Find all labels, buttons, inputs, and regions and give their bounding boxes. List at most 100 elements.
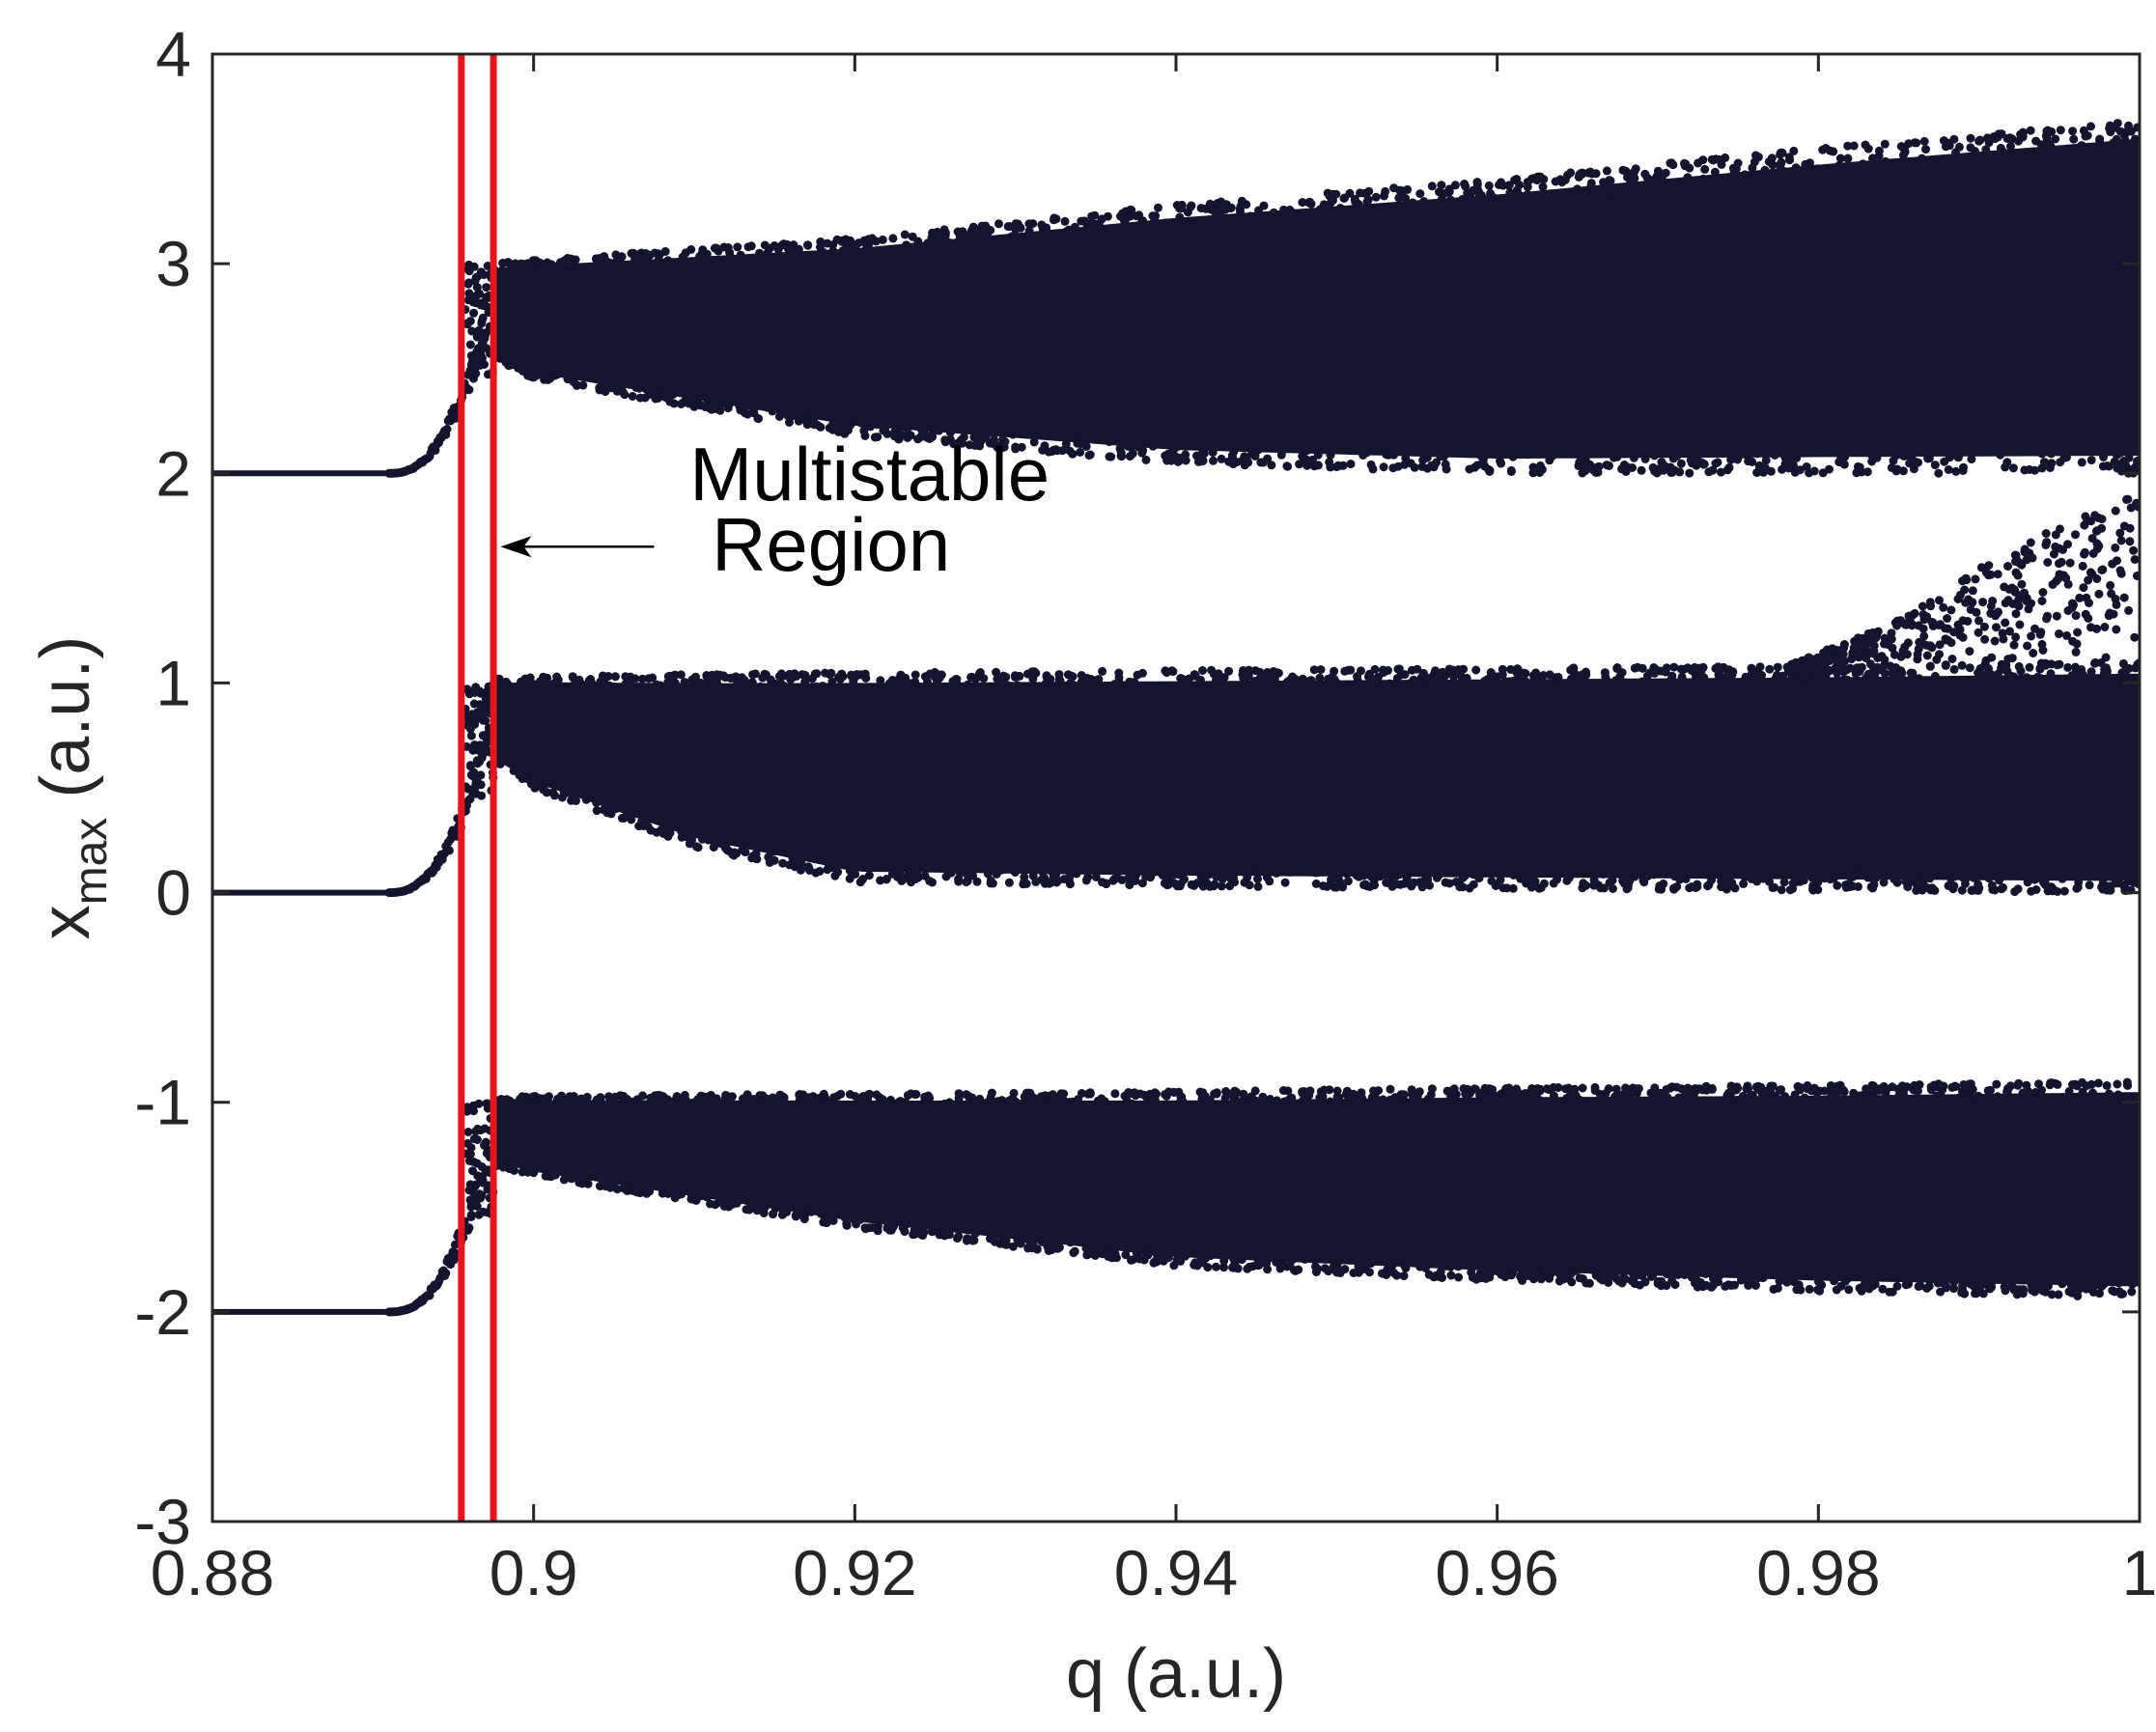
data-point bbox=[1619, 1273, 1629, 1282]
data-point bbox=[1880, 139, 1890, 149]
data-point bbox=[1239, 666, 1247, 675]
data-point bbox=[1657, 458, 1666, 467]
data-point bbox=[1386, 1084, 1395, 1094]
data-point bbox=[2130, 555, 2140, 564]
data-point bbox=[1198, 666, 1207, 675]
data-point bbox=[1285, 205, 1295, 214]
data-point bbox=[1761, 456, 1771, 465]
data-point bbox=[1439, 452, 1448, 461]
data-point bbox=[713, 833, 722, 843]
data-point bbox=[1697, 1085, 1707, 1095]
data-point bbox=[1633, 662, 1642, 672]
data-point bbox=[1134, 210, 1144, 220]
data-point bbox=[1212, 676, 1220, 685]
data-point bbox=[2007, 134, 2017, 144]
data-point bbox=[1214, 669, 1223, 679]
data-point bbox=[1105, 437, 1114, 447]
data-point bbox=[657, 825, 666, 835]
data-point bbox=[1072, 869, 1081, 879]
data-point bbox=[1309, 665, 1319, 675]
data-point bbox=[1957, 885, 1967, 895]
data-point bbox=[903, 431, 912, 439]
data-point bbox=[1202, 879, 1212, 888]
data-point bbox=[1693, 869, 1702, 879]
data-point bbox=[1453, 1262, 1463, 1271]
data-point bbox=[1137, 217, 1146, 227]
data-point bbox=[682, 829, 691, 839]
data-point bbox=[1668, 454, 1678, 463]
data-point bbox=[1739, 880, 1749, 888]
data-point bbox=[757, 401, 767, 410]
data-point bbox=[536, 677, 546, 686]
data-point bbox=[1040, 230, 1050, 239]
data-point bbox=[1654, 884, 1664, 894]
data-point bbox=[1105, 452, 1114, 461]
data-point bbox=[1326, 450, 1335, 460]
data-point bbox=[479, 297, 489, 307]
data-point bbox=[634, 383, 644, 393]
data-point bbox=[821, 668, 830, 678]
data-point bbox=[1539, 445, 1549, 455]
data-point bbox=[537, 1095, 546, 1104]
data-point bbox=[1338, 882, 1348, 892]
data-point bbox=[1598, 1275, 1608, 1285]
data-point bbox=[1868, 154, 1877, 163]
data-point bbox=[1028, 219, 1038, 229]
data-point bbox=[1610, 453, 1618, 462]
data-point bbox=[1267, 461, 1276, 470]
chaotic-band-middle bbox=[493, 673, 2140, 881]
data-point bbox=[1996, 143, 2005, 153]
data-point bbox=[442, 425, 452, 433]
data-point bbox=[1971, 1273, 1980, 1283]
data-point bbox=[1990, 443, 2000, 453]
data-point bbox=[1898, 466, 1908, 476]
data-point bbox=[2092, 526, 2102, 536]
data-point bbox=[2047, 459, 2057, 468]
data-point bbox=[851, 242, 860, 252]
data-point bbox=[2053, 1079, 2062, 1089]
data-point bbox=[1867, 1080, 1877, 1090]
data-point bbox=[1784, 173, 1794, 182]
data-point bbox=[1435, 203, 1444, 212]
data-point bbox=[1726, 455, 1736, 464]
data-point bbox=[1655, 442, 1665, 452]
data-point bbox=[1472, 461, 1482, 470]
data-point bbox=[2058, 868, 2068, 878]
data-point bbox=[2129, 878, 2139, 887]
data-point bbox=[2062, 630, 2072, 640]
data-point bbox=[444, 846, 454, 855]
data-point bbox=[2009, 640, 2019, 650]
data-point bbox=[928, 878, 937, 887]
data-point bbox=[584, 676, 594, 685]
data-point bbox=[1302, 442, 1312, 452]
data-point bbox=[2082, 1081, 2091, 1091]
data-point bbox=[680, 678, 689, 687]
data-point bbox=[2024, 1086, 2032, 1096]
data-point bbox=[672, 1092, 682, 1102]
data-point bbox=[1825, 665, 1834, 675]
data-point bbox=[2126, 126, 2136, 136]
data-point bbox=[1991, 611, 2001, 621]
data-point bbox=[1867, 637, 1876, 647]
data-point bbox=[509, 766, 518, 775]
data-point bbox=[1076, 439, 1085, 449]
data-point bbox=[1092, 432, 1102, 441]
data-point bbox=[1346, 665, 1356, 675]
data-point bbox=[1017, 234, 1026, 243]
data-point bbox=[2059, 886, 2069, 896]
data-point bbox=[2029, 649, 2038, 657]
data-point bbox=[1209, 456, 1218, 465]
data-point bbox=[1735, 1267, 1745, 1276]
data-point bbox=[1158, 870, 1167, 880]
data-point bbox=[1422, 463, 1432, 473]
data-point bbox=[1918, 624, 1928, 633]
data-point bbox=[2113, 868, 2122, 878]
data-point bbox=[1280, 878, 1290, 887]
data-point bbox=[1333, 461, 1343, 470]
data-point bbox=[2038, 646, 2048, 655]
data-point bbox=[788, 852, 798, 862]
data-point bbox=[518, 774, 527, 784]
data-point bbox=[1302, 210, 1312, 220]
data-point bbox=[1370, 677, 1380, 686]
data-point bbox=[658, 1098, 667, 1107]
